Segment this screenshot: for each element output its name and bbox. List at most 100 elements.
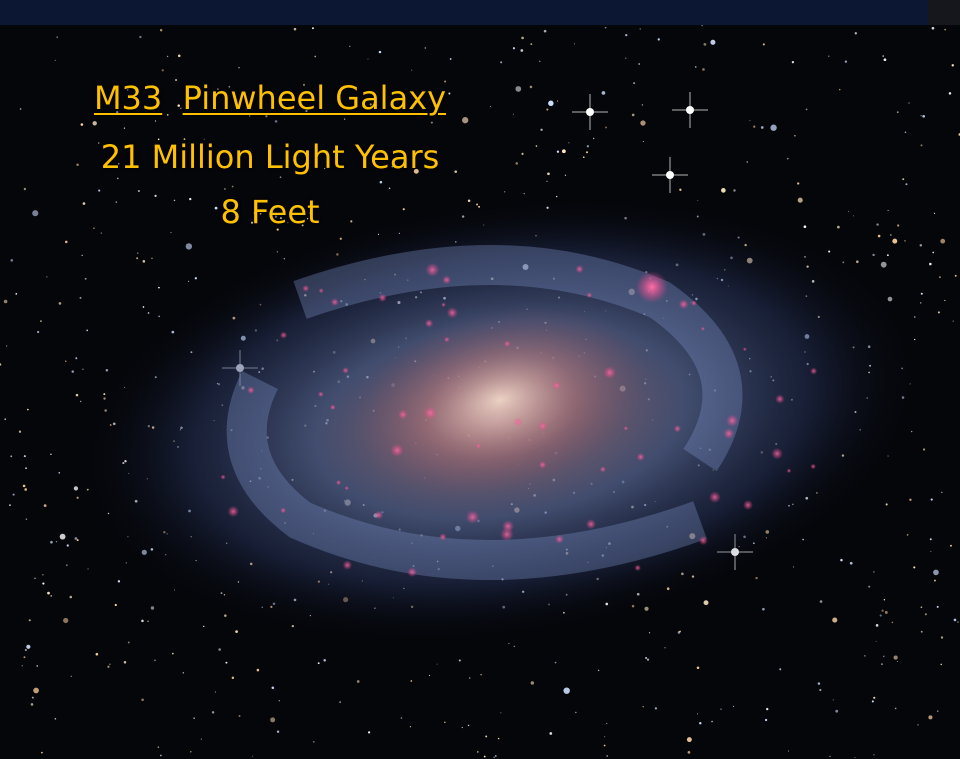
star (792, 566, 795, 568)
nebula (423, 406, 437, 420)
star (797, 182, 800, 185)
nebula (220, 474, 226, 480)
star (137, 252, 139, 254)
star (444, 80, 447, 83)
star (882, 55, 885, 57)
star (697, 199, 699, 201)
star (21, 665, 23, 667)
star (27, 408, 29, 411)
star (844, 60, 848, 63)
star (157, 138, 160, 141)
star (721, 188, 726, 193)
star (25, 467, 27, 470)
star (885, 503, 888, 506)
star (940, 663, 943, 666)
star (23, 187, 27, 191)
star (66, 564, 68, 566)
star (605, 126, 607, 129)
star (930, 498, 933, 501)
star (171, 652, 174, 655)
star (606, 755, 608, 757)
star (276, 228, 279, 231)
star (59, 533, 66, 540)
nebula (513, 417, 523, 427)
object-name: M33 (93, 79, 163, 117)
star (70, 675, 72, 678)
star (231, 185, 234, 188)
star (305, 110, 308, 113)
star (117, 580, 121, 583)
nebula (634, 564, 642, 572)
star (543, 29, 547, 33)
star (301, 224, 304, 227)
star (805, 108, 808, 111)
star (203, 625, 205, 628)
star (109, 663, 111, 665)
star (887, 296, 893, 302)
star (12, 493, 15, 496)
star (161, 69, 164, 72)
star (897, 224, 900, 227)
star (350, 220, 353, 223)
star (42, 573, 44, 576)
star (640, 120, 646, 126)
star (9, 504, 11, 506)
star (76, 496, 79, 499)
star (190, 751, 192, 753)
star (828, 250, 831, 253)
star (920, 144, 923, 147)
star (81, 254, 83, 257)
star (582, 156, 585, 159)
star (894, 707, 897, 710)
star (521, 152, 524, 156)
star (217, 88, 219, 90)
nebula (538, 460, 547, 469)
star (847, 210, 849, 212)
star (469, 677, 471, 679)
star (400, 717, 403, 719)
star (95, 652, 99, 656)
star (762, 43, 765, 46)
star (914, 338, 916, 341)
star (84, 277, 87, 280)
star (746, 161, 749, 163)
star (107, 665, 110, 668)
star (23, 455, 26, 458)
star (214, 206, 218, 210)
star (177, 104, 180, 107)
star (701, 24, 703, 27)
nebula (335, 479, 342, 486)
star (913, 566, 916, 569)
star (388, 187, 391, 190)
star (19, 108, 22, 110)
star (568, 142, 570, 144)
star (902, 178, 905, 181)
star (180, 107, 182, 110)
nebula (538, 421, 548, 431)
nebula (723, 428, 735, 440)
star (413, 168, 419, 174)
star (920, 606, 923, 609)
star (449, 58, 452, 60)
star (41, 751, 43, 754)
star (679, 630, 681, 633)
star (625, 57, 627, 59)
star (939, 276, 941, 278)
star (638, 63, 641, 65)
star (339, 701, 341, 703)
star (114, 603, 117, 607)
star (279, 176, 282, 178)
star (127, 641, 130, 644)
star (409, 726, 412, 728)
nebula (636, 452, 645, 462)
star (4, 418, 7, 420)
star (489, 105, 492, 108)
star (702, 68, 705, 71)
star (141, 698, 144, 702)
star (309, 212, 312, 215)
star (58, 471, 61, 474)
star (231, 676, 235, 680)
star (47, 591, 50, 595)
star (934, 579, 936, 582)
